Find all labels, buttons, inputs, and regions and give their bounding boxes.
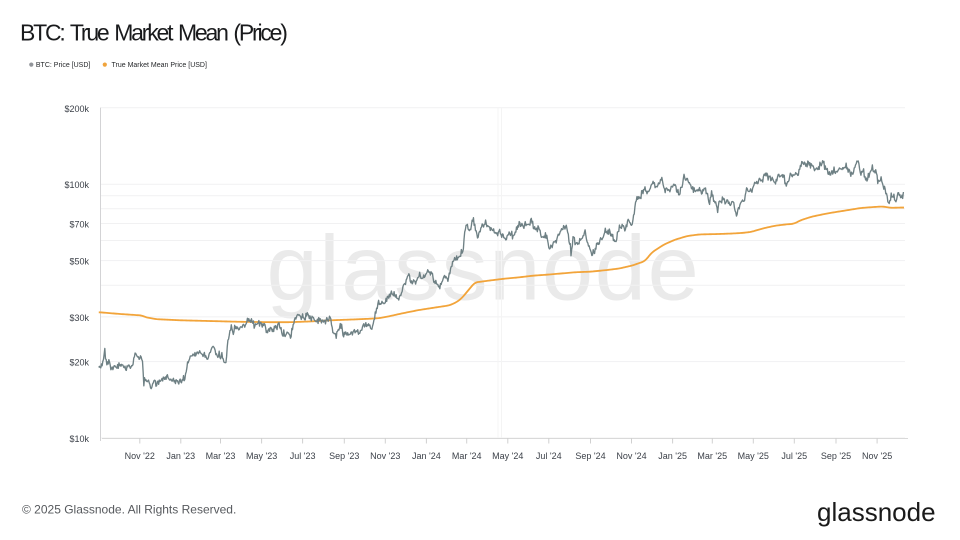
- svg-text:$50k: $50k: [69, 257, 89, 267]
- svg-text:Jan '24: Jan '24: [412, 451, 441, 461]
- svg-text:glassnode: glassnode: [267, 218, 701, 320]
- svg-text:Nov '25: Nov '25: [862, 451, 892, 461]
- svg-text:Nov '24: Nov '24: [616, 451, 646, 461]
- svg-text:Sep '25: Sep '25: [821, 451, 851, 461]
- svg-text:Mar '25: Mar '25: [697, 451, 727, 461]
- svg-text:$10k: $10k: [69, 434, 89, 444]
- svg-text:Mar '24: Mar '24: [452, 451, 482, 461]
- svg-text:Jan '25: Jan '25: [658, 451, 687, 461]
- svg-text:$100k: $100k: [64, 180, 89, 190]
- svg-text:$20k: $20k: [69, 358, 89, 368]
- svg-text:May '24: May '24: [492, 451, 523, 461]
- svg-text:May '25: May '25: [738, 451, 769, 461]
- svg-text:$70k: $70k: [69, 220, 89, 230]
- svg-text:Jul '23: Jul '23: [290, 451, 316, 461]
- svg-text:Sep '24: Sep '24: [575, 451, 605, 461]
- svg-text:BTC: True Market Mean (Price): BTC: True Market Mean (Price): [20, 20, 287, 46]
- svg-text:BTC: Price [USD]: BTC: Price [USD]: [36, 62, 91, 69]
- svg-text:May '23: May '23: [246, 451, 277, 461]
- svg-text:True Market Mean Price [USD]: True Market Mean Price [USD]: [112, 62, 207, 69]
- svg-text:Sep '23: Sep '23: [329, 451, 359, 461]
- svg-text:glassnode: glassnode: [817, 497, 936, 527]
- svg-text:Jul '24: Jul '24: [536, 451, 562, 461]
- svg-text:Jan '23: Jan '23: [166, 451, 195, 461]
- svg-text:$30k: $30k: [69, 313, 89, 323]
- svg-text:© 2025 Glassnode. All Rights R: © 2025 Glassnode. All Rights Reserved.: [22, 503, 236, 517]
- svg-text:Nov '23: Nov '23: [370, 451, 400, 461]
- svg-text:Jul '25: Jul '25: [781, 451, 807, 461]
- svg-text:Nov '22: Nov '22: [125, 451, 155, 461]
- svg-text:$200k: $200k: [64, 104, 89, 114]
- svg-text:Mar '23: Mar '23: [206, 451, 236, 461]
